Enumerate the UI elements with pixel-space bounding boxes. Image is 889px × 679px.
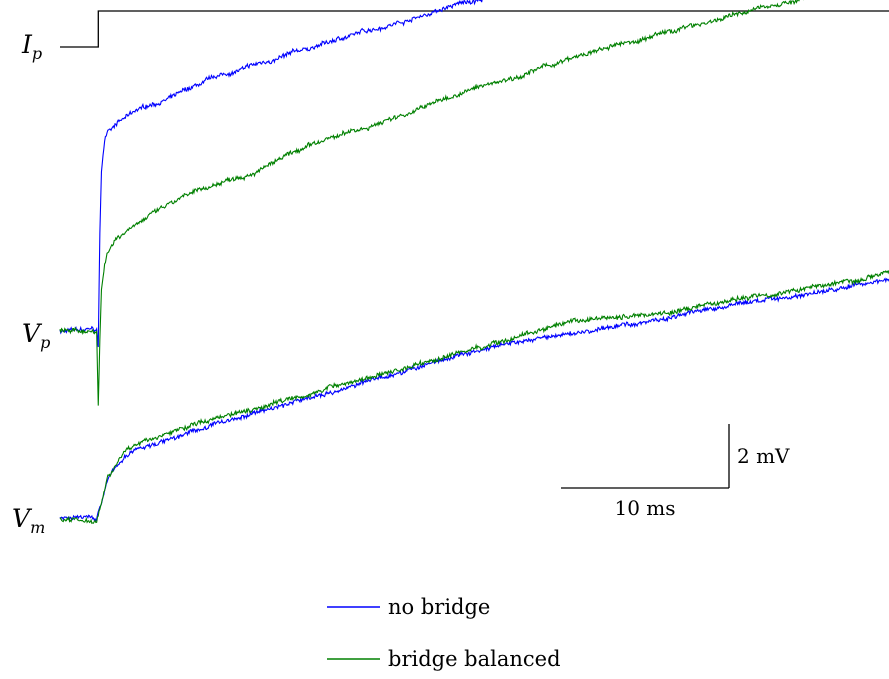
probe-voltage-label: Vp	[22, 319, 50, 352]
scale-bar-time-label: 10 ms	[614, 496, 675, 520]
current-trace-label: Ip	[21, 30, 42, 63]
legend: no bridge bridge balanced	[327, 595, 561, 671]
membrane-label-sub: m	[30, 518, 45, 537]
trace-vm-no-bridge	[59, 277, 889, 523]
membrane-voltage-label: Vm	[12, 504, 45, 537]
scale-bar-voltage-label: 2 mV	[737, 444, 790, 468]
membrane-label-main: V	[12, 504, 33, 533]
trace-vp-no-bridge	[59, 0, 483, 348]
trace-vp-bridge-balanced	[59, 0, 805, 406]
probe-label-main: V	[22, 319, 43, 348]
current-label-main: I	[21, 30, 33, 59]
legend-label-bridge-balanced: bridge balanced	[388, 647, 561, 671]
probe-label-sub: p	[40, 333, 50, 352]
trace-vm-bridge-balanced	[59, 269, 889, 525]
current-label-sub: p	[32, 44, 42, 63]
current-step-trace	[60, 10, 889, 48]
traces-group	[59, 0, 889, 525]
legend-label-no-bridge: no bridge	[388, 595, 490, 619]
